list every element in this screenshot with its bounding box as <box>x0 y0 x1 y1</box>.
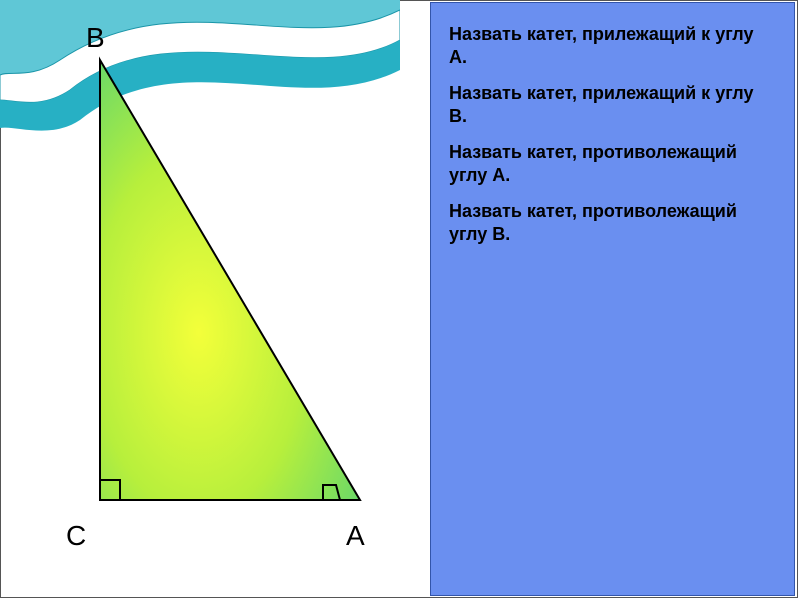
triangle-shape <box>100 60 360 500</box>
vertex-label-c: С <box>66 520 86 552</box>
questions-panel: Назвать катет, прилежащий к углу А. Назв… <box>430 2 795 596</box>
question-item: Назвать катет, прилежащий к углу А. <box>449 23 776 68</box>
question-item: Назвать катет, противолежащий углу В. <box>449 200 776 245</box>
vertex-label-b: В <box>86 22 105 54</box>
question-item: Назвать катет, прилежащий к углу В. <box>449 82 776 127</box>
diagram-panel: В С А <box>0 0 420 600</box>
vertex-label-a: А <box>346 520 365 552</box>
question-item: Назвать катет, противолежащий углу А. <box>449 141 776 186</box>
triangle-figure <box>40 40 400 560</box>
